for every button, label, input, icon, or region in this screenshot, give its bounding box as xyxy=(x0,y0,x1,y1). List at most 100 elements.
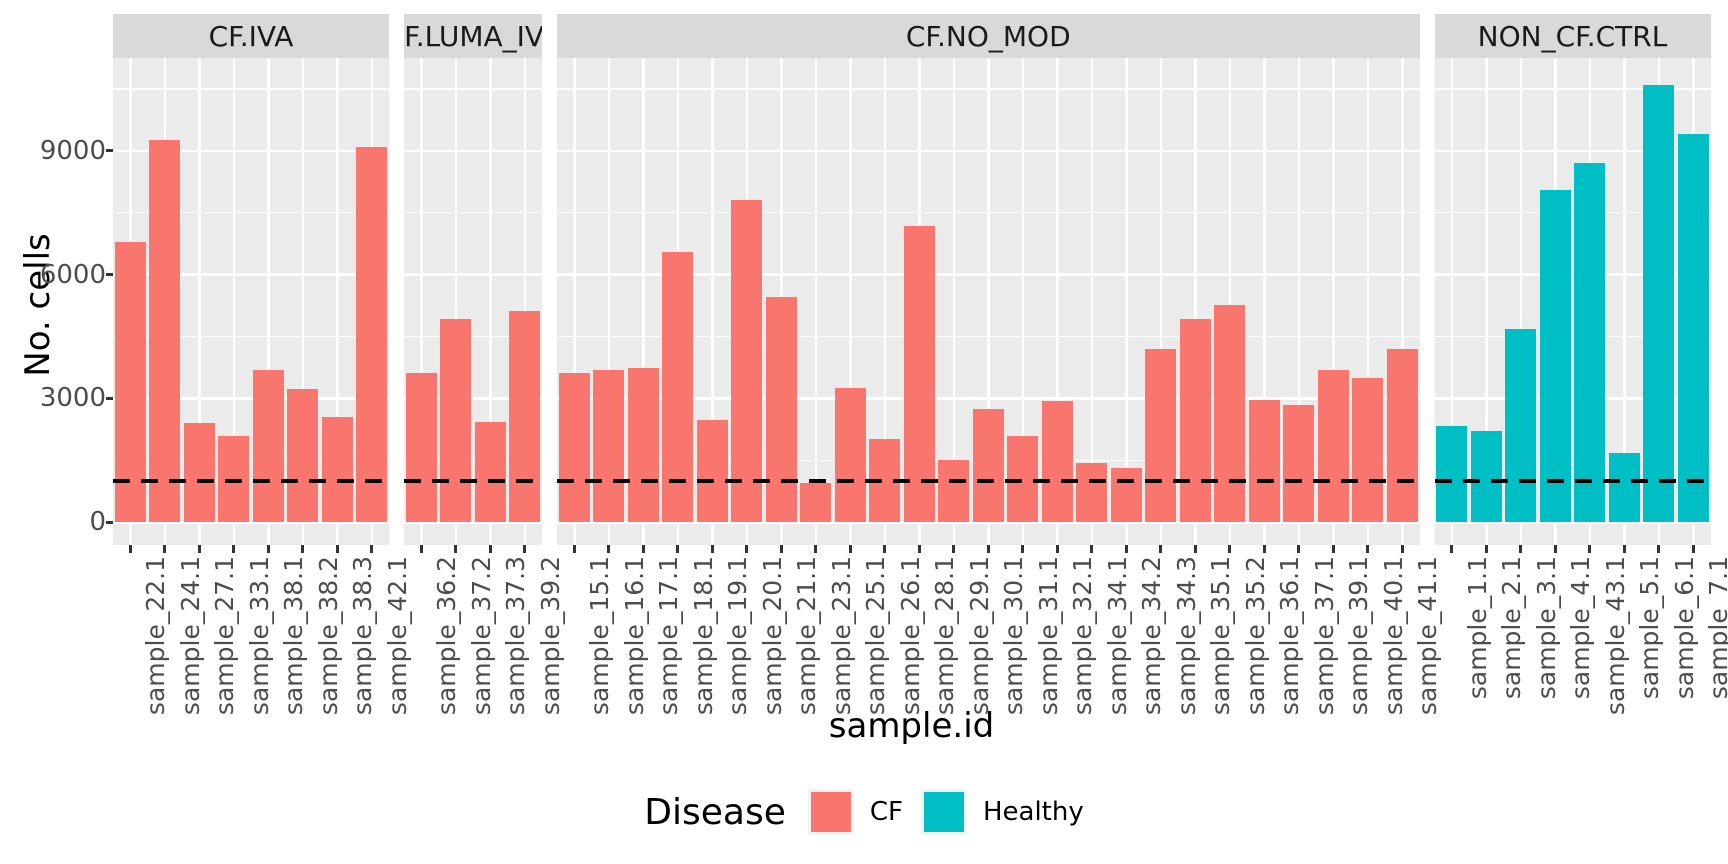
x-major-gridline xyxy=(1366,58,1369,545)
x-tick-mark xyxy=(419,545,423,553)
major-gridline xyxy=(113,521,389,524)
x-tick-mark xyxy=(1657,545,1661,553)
minor-gridline xyxy=(113,459,389,461)
x-major-gridline xyxy=(523,58,526,545)
x-tick-mark xyxy=(572,545,576,553)
bar-sample_25.1 xyxy=(834,388,866,523)
x-major-gridline xyxy=(1450,58,1453,545)
bar-sample_15.1 xyxy=(558,373,590,523)
y-tick-label: 3000 xyxy=(39,383,106,414)
threshold-line xyxy=(1434,479,1711,484)
major-gridline xyxy=(1434,397,1711,400)
threshold-line xyxy=(557,479,1420,484)
minor-gridline xyxy=(113,212,389,214)
x-tick-mark xyxy=(1450,545,1454,553)
bar-sample_18.1 xyxy=(662,251,694,523)
x-major-gridline xyxy=(883,58,886,545)
x-tick-mark xyxy=(1588,545,1592,553)
x-major-gridline xyxy=(267,58,270,545)
minor-gridline xyxy=(1434,459,1711,461)
x-major-gridline xyxy=(1623,58,1626,545)
minor-gridline xyxy=(1434,212,1711,214)
y-tick-mark xyxy=(106,396,113,400)
bar-sample_34.2 xyxy=(1110,467,1142,523)
facet-panel xyxy=(1434,58,1711,545)
healthy-color-swatch xyxy=(920,789,967,835)
x-tick-mark xyxy=(1228,545,1232,553)
x-tick-mark xyxy=(454,545,458,553)
bar-sample_24.1 xyxy=(149,140,181,523)
x-tick-mark xyxy=(1159,545,1163,553)
x-major-gridline xyxy=(1228,58,1231,545)
x-tick-mark xyxy=(917,545,921,553)
x-tick-mark xyxy=(814,545,818,553)
minor-gridline xyxy=(404,88,542,90)
x-tick-mark xyxy=(1193,545,1197,553)
major-gridline xyxy=(404,521,542,524)
x-tick-mark xyxy=(266,545,270,553)
x-major-gridline xyxy=(952,58,955,545)
facet-CF.NO_MOD: CF.NO_MOD sample_15.1 sample_16.1 sample_17… xyxy=(557,0,1442,770)
bar-sample_1.1 xyxy=(1436,426,1468,523)
x-tick-mark xyxy=(1484,545,1488,553)
major-gridline xyxy=(113,397,389,400)
x-major-gridline xyxy=(607,58,610,545)
x-tick-mark xyxy=(710,545,714,553)
y-tick-label: 0 xyxy=(89,507,106,538)
major-gridline xyxy=(113,149,389,153)
x-tick-mark xyxy=(370,545,374,553)
x-tick-mark xyxy=(301,545,305,553)
legend-entry-healthy: Healthy xyxy=(920,789,1084,835)
x-tick-mark xyxy=(523,545,527,553)
bar-sample_28.1 xyxy=(903,226,935,523)
x-tick-mark xyxy=(1021,545,1025,553)
bar-sample_34.1 xyxy=(1076,462,1108,523)
x-tick-mark xyxy=(745,545,749,553)
bar-sample_20.1 xyxy=(731,200,763,523)
bar-sample_29.1 xyxy=(938,459,970,523)
x-major-gridline xyxy=(489,58,492,545)
bar-sample_17.1 xyxy=(627,368,659,523)
bar-sample_23.1 xyxy=(800,482,832,523)
x-tick-mark xyxy=(232,545,236,553)
x-tick-mark xyxy=(1366,545,1370,553)
minor-gridline xyxy=(113,88,389,90)
y-tick-mark xyxy=(106,273,113,277)
minor-gridline xyxy=(1434,335,1711,338)
minor-gridline xyxy=(404,212,542,214)
bar-sample_38.3 xyxy=(321,416,353,523)
facet-strip: NON_CF.CTRL xyxy=(1434,14,1711,58)
minor-gridline xyxy=(404,335,542,338)
y-tick-label: 9000 xyxy=(39,135,106,166)
bar-sample_37.2 xyxy=(440,318,472,523)
x-major-gridline xyxy=(642,58,645,545)
x-major-gridline xyxy=(1056,58,1059,545)
x-major-gridline xyxy=(1090,58,1093,545)
x-tick-mark xyxy=(883,545,887,553)
bar-sample_37.3 xyxy=(474,422,506,523)
bar-sample_3.1 xyxy=(1505,328,1537,523)
x-tick-mark xyxy=(128,545,132,553)
cf-color-swatch xyxy=(807,789,854,835)
x-major-gridline xyxy=(1297,58,1300,545)
x-major-gridline xyxy=(1401,58,1404,545)
facet-panel xyxy=(113,58,389,545)
x-major-gridline xyxy=(814,58,817,545)
bar-sample_30.1 xyxy=(972,409,1004,523)
x-major-gridline xyxy=(1332,58,1335,545)
x-tick-mark xyxy=(163,545,167,553)
major-gridline xyxy=(1434,521,1711,524)
x-tick-mark xyxy=(1055,545,1059,553)
x-tick-mark xyxy=(335,545,339,553)
bar-sample_22.1 xyxy=(114,241,146,523)
x-tick-mark xyxy=(1124,545,1128,553)
x-tick-mark xyxy=(1622,545,1626,553)
bar-sample_6.1 xyxy=(1643,84,1675,523)
legend-label-cf: CF xyxy=(869,797,903,827)
x-tick-mark xyxy=(952,545,956,553)
facet-CF.IVA: CF.IVA sample_22.1 sample_24.1 sample_27.1 s… xyxy=(113,0,412,770)
minor-gridline xyxy=(404,459,542,461)
x-tick-mark xyxy=(1297,545,1301,553)
x-tick-mark xyxy=(1519,545,1523,553)
x-major-gridline xyxy=(987,58,990,545)
